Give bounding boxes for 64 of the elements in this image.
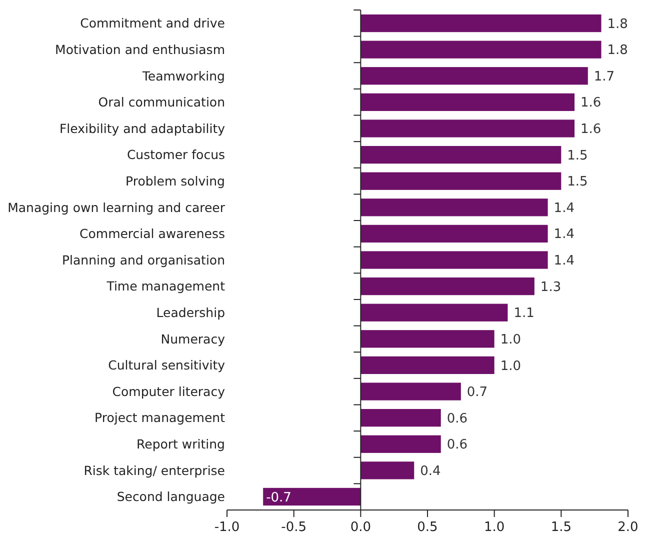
bar (360, 120, 575, 138)
y-tick-label: Flexibility and adaptability (59, 120, 226, 136)
bar (360, 67, 588, 85)
x-tick-label: 1.5 (550, 520, 572, 535)
data-label: 1.5 (567, 174, 588, 190)
data-label: 1.3 (540, 280, 562, 295)
bar (360, 435, 441, 453)
y-tick-label: Cultural sensitivity (108, 358, 226, 373)
data-label: 1.8 (607, 43, 628, 58)
bar (360, 277, 534, 296)
y-tick-label: Oral communication (98, 94, 225, 110)
bar (360, 172, 562, 190)
x-tick-label: 1.0 (484, 520, 505, 535)
x-tick-label: -1.0 (214, 520, 240, 535)
x-tick-label: 2.0 (618, 520, 638, 535)
y-tick-label: Managing own learning and career (8, 200, 226, 215)
y-tick-label: Numeracy (160, 331, 226, 346)
data-label: 0.7 (466, 385, 488, 400)
data-label: 1.7 (594, 69, 615, 84)
y-tick-label: Risk taking/ enterprise (84, 462, 226, 478)
data-label: 1.6 (580, 96, 602, 111)
y-tick-label: Second language (116, 489, 226, 504)
y-tick-label: Commitment and drive (80, 16, 226, 31)
data-label: 1.1 (514, 306, 534, 322)
bar (360, 251, 548, 269)
x-tick-label: -0.5 (281, 520, 307, 535)
data-label: 1.8 (607, 16, 628, 32)
data-label: 1.4 (554, 227, 574, 242)
bar (360, 304, 508, 322)
bar (360, 382, 461, 400)
y-tick-label: Motivation and enthusiasm (55, 42, 225, 57)
data-label: 0.6 (446, 411, 468, 426)
data-label: 1.6 (580, 122, 602, 138)
y-tick-label: Teamworking (141, 68, 225, 84)
bar (360, 224, 548, 243)
x-tick-label: 0.0 (350, 520, 372, 535)
bar (360, 330, 494, 348)
bar (360, 198, 548, 216)
data-label: 1.4 (554, 200, 574, 216)
data-label: 0.6 (446, 438, 468, 453)
x-tick-label: 0.5 (417, 520, 438, 535)
y-tick-label: Commercial awareness (80, 226, 225, 242)
y-tick-label: Computer literacy (112, 384, 226, 399)
y-tick-label: Report writing (136, 436, 225, 452)
data-label: 1.5 (567, 148, 588, 164)
data-label: 0.4 (420, 464, 441, 479)
bar (360, 14, 602, 32)
bar (360, 409, 441, 427)
bar (360, 93, 575, 111)
y-tick-label: Problem solving (126, 173, 225, 188)
y-tick-label: Planning and organisation (62, 252, 225, 268)
data-label: 1.0 (500, 358, 522, 374)
bar (360, 462, 414, 480)
data-label: 1.0 (500, 332, 522, 348)
y-tick-label: Project management (94, 410, 226, 426)
bar (263, 488, 361, 506)
y-tick-label: Customer focus (126, 147, 225, 162)
y-tick-label: Time management (106, 278, 226, 294)
bar (360, 146, 562, 164)
bar (360, 356, 494, 374)
data-label: 1.4 (554, 254, 574, 269)
bar (360, 40, 602, 58)
y-tick-label: Leadership (156, 304, 226, 320)
data-label: -0.7 (266, 490, 292, 506)
